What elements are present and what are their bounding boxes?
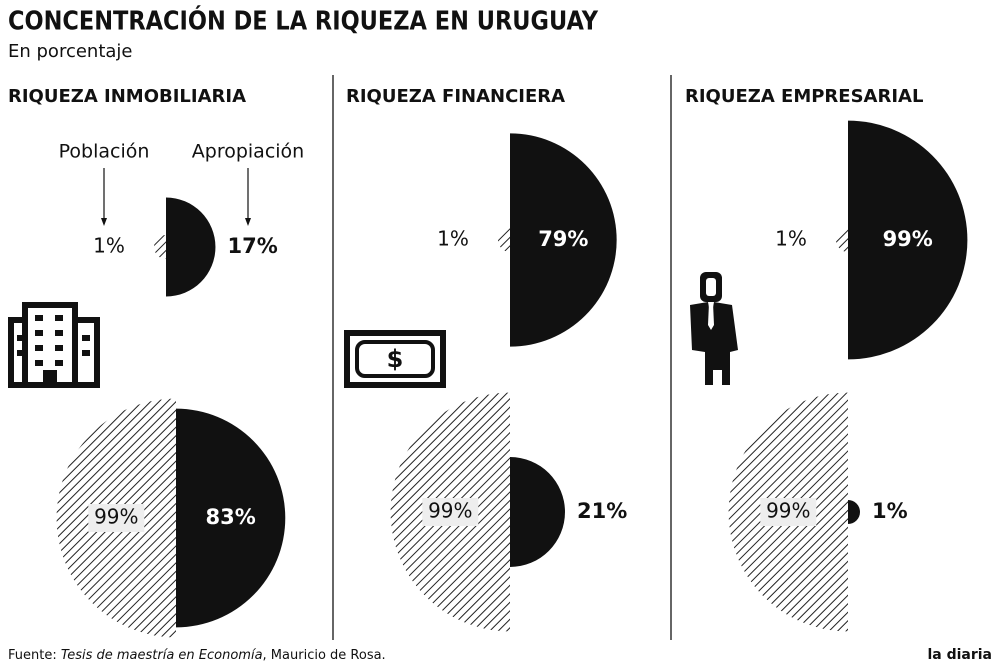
- source-author: , Mauricio de Rosa.: [263, 648, 386, 663]
- semicircle: [498, 228, 510, 252]
- series-name: Apropiación: [192, 141, 304, 163]
- value-label: 17%: [227, 234, 277, 258]
- person-icon: [690, 272, 738, 385]
- value-label: 21%: [577, 499, 627, 523]
- semicircle: [176, 408, 286, 628]
- value-label: 1%: [93, 234, 125, 258]
- panel-title: RIQUEZA INMOBILIARIA: [8, 86, 246, 107]
- svg-text:$: $: [387, 345, 404, 373]
- source-prefix: Fuente:: [8, 648, 57, 663]
- panel-title: RIQUEZA FINANCIERA: [346, 86, 565, 107]
- value-label: 83%: [206, 505, 256, 529]
- value-label: 99%: [428, 499, 472, 523]
- logo: la diaria: [927, 647, 992, 663]
- arrow-head: [101, 218, 107, 226]
- arrow-head: [245, 218, 251, 226]
- money-icon: $: [344, 330, 446, 388]
- panel-title: RIQUEZA EMPRESARIAL: [685, 86, 923, 107]
- label-bg: [88, 504, 145, 532]
- semicircle: [848, 500, 860, 524]
- value-label: 99%: [883, 227, 933, 251]
- title: CONCENTRACIÓN DE LA RIQUEZA EN URUGUAY: [8, 5, 599, 37]
- value-label: 99%: [766, 499, 810, 523]
- building-icon: [8, 302, 100, 388]
- semicircle: [836, 228, 848, 252]
- value-label: 1%: [872, 499, 908, 523]
- source-work: Tesis de maestría en Economía: [61, 648, 263, 663]
- semicircle: [166, 197, 216, 297]
- semicircle: [510, 133, 617, 347]
- label-bg: [422, 498, 479, 526]
- value-label: 79%: [538, 227, 588, 251]
- value-label: 1%: [775, 227, 807, 251]
- source: Fuente: Tesis de maestría en Economía, M…: [8, 648, 386, 663]
- subtitle: En porcentaje: [8, 41, 133, 62]
- semicircle: [154, 235, 166, 259]
- semicircle: [510, 457, 565, 567]
- value-label: 99%: [94, 505, 138, 529]
- series-name: Población: [59, 141, 150, 163]
- value-label: 1%: [437, 227, 469, 251]
- semicircle: [848, 120, 968, 360]
- label-bg: [760, 498, 817, 526]
